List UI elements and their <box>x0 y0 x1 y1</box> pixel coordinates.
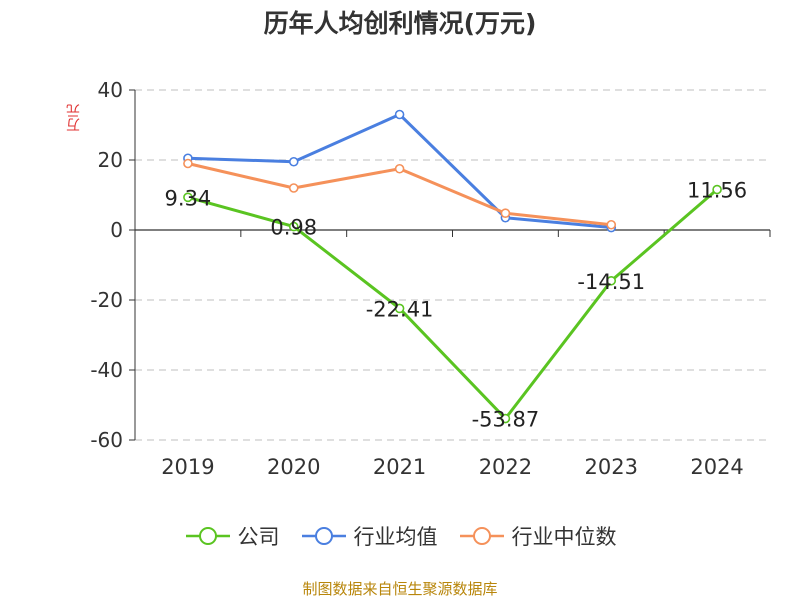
legend-item-industry-median[interactable]: 行业中位数 <box>458 521 617 551</box>
data-point <box>500 413 511 424</box>
data-point <box>394 109 405 120</box>
data-point <box>288 221 299 232</box>
y-tick-label: 20 <box>98 148 123 172</box>
legend-item-company[interactable]: 公司 <box>184 521 280 551</box>
data-label: 9.34 <box>165 186 212 210</box>
data-label: -53.87 <box>472 408 540 432</box>
x-tick-label: 2019 <box>161 455 214 479</box>
data-point <box>500 208 511 218</box>
y-tick-label: -20 <box>90 288 123 312</box>
x-tick-label: 2020 <box>267 455 320 479</box>
legend: 公司 行业均值 行业中位数 <box>0 521 800 551</box>
data-point <box>288 183 299 193</box>
x-tick-label: 2023 <box>585 455 638 479</box>
data-label: -22.41 <box>366 297 434 321</box>
legend-label: 公司 <box>237 525 280 549</box>
source-note: 制图数据来自恒生聚源数据库 <box>302 580 498 598</box>
series-line-0 <box>187 188 719 421</box>
data-point <box>712 184 722 195</box>
y-tick-label: -60 <box>90 428 123 452</box>
data-point <box>394 163 405 174</box>
grid-lines <box>135 89 770 441</box>
legend-label: 行业中位数 <box>511 525 617 549</box>
legend-marker-icon <box>459 527 504 545</box>
data-point <box>183 192 193 203</box>
x-tick-label: 2024 <box>690 455 743 479</box>
data-label: 0.98 <box>270 216 317 240</box>
series-lines <box>183 109 722 424</box>
data-point <box>183 158 193 169</box>
y-tick-label: 0 <box>110 218 123 242</box>
data-label: 11.56 <box>687 179 747 203</box>
legend-label: 行业均值 <box>353 525 438 549</box>
data-point <box>606 219 617 230</box>
axes: 40 20 0 -20 -40 -60 2019 2020 2021 2022 2023 2024 <box>90 78 771 479</box>
legend-marker-icon <box>301 527 346 545</box>
y-tick-label: 40 <box>98 78 123 102</box>
chart-title: 历年人均创利情况(万元) <box>263 9 537 38</box>
x-tick-label: 2022 <box>479 455 532 479</box>
data-point <box>288 156 299 167</box>
data-labels: 9.34 0.98 -22.41 -53.87 -14.51 11.56 <box>165 179 748 432</box>
data-point <box>394 303 405 314</box>
data-label: -14.51 <box>577 270 645 294</box>
legend-item-industry-avg[interactable]: 行业均值 <box>300 521 438 551</box>
x-tick-label: 2021 <box>373 455 426 479</box>
data-point <box>606 275 617 286</box>
y-tick-label: -40 <box>90 358 123 382</box>
legend-marker-icon <box>185 527 230 545</box>
